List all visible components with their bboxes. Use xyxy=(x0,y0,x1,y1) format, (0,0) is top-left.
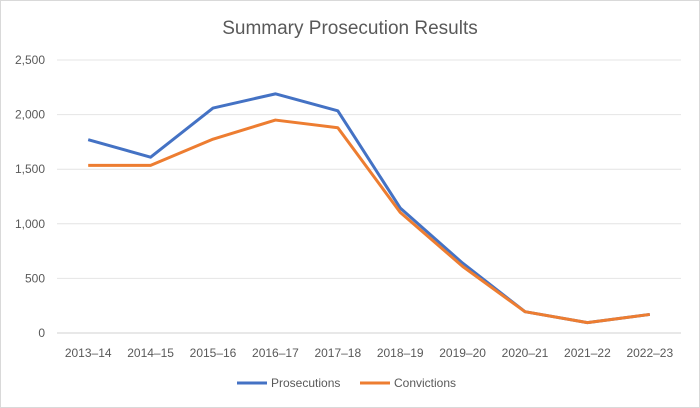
legend-label: Convictions xyxy=(394,376,456,390)
x-tick-label: 2021–22 xyxy=(564,346,611,360)
x-tick-label: 2020–21 xyxy=(502,346,549,360)
y-tick-label: 0 xyxy=(38,326,45,340)
x-tick-label: 2019–20 xyxy=(439,346,486,360)
y-tick-label: 1,000 xyxy=(15,217,45,231)
x-tick-label: 2013–14 xyxy=(65,346,112,360)
x-tick-label: 2015–16 xyxy=(190,346,237,360)
series-line-convictions xyxy=(88,118,650,325)
y-tick-label: 1,500 xyxy=(15,162,45,176)
y-tick-label: 2,000 xyxy=(15,108,45,122)
x-tick-label: 2022–23 xyxy=(626,346,673,360)
y-tick-label: 2,500 xyxy=(15,53,45,67)
y-tick-label: 500 xyxy=(25,271,45,285)
series-line-prosecutions xyxy=(87,92,650,325)
x-tick-label: 2016–17 xyxy=(252,346,299,360)
chart-title: Summary Prosecution Results xyxy=(222,18,478,39)
x-tick-label: 2017–18 xyxy=(314,346,361,360)
x-tick-label: 2018–19 xyxy=(377,346,424,360)
legend-label: Prosecutions xyxy=(271,376,340,390)
x-tick-label: 2014–15 xyxy=(127,346,174,360)
